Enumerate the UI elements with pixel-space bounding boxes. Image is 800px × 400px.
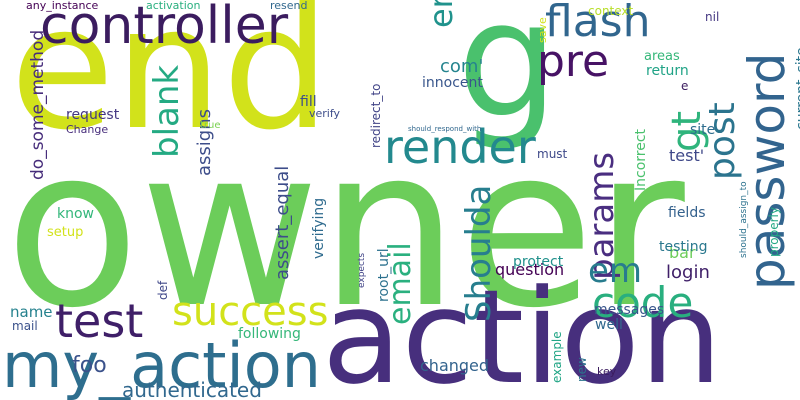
word-fields: fields: [668, 205, 706, 221]
word-name: name: [10, 303, 53, 321]
word-com: com': [440, 56, 484, 77]
word-test: test: [55, 294, 144, 348]
word-authenticated: authenticated: [122, 378, 262, 400]
word-should-assign-to: should_assign_to: [739, 181, 749, 258]
word-changed: changed: [420, 356, 490, 375]
word-any-instance: any_instance: [26, 0, 99, 12]
word-code: code: [592, 278, 694, 327]
word-foo: foo: [72, 353, 107, 378]
word-fill: fill: [300, 94, 317, 110]
word-success: success: [172, 289, 329, 335]
word-owner: owner: [5, 100, 685, 356]
word-must: must: [537, 147, 568, 161]
word-incorrect: Incorrect: [633, 128, 649, 191]
word-areas: areas: [644, 49, 680, 64]
word-well: well: [595, 317, 623, 333]
word-bar: bar: [669, 243, 696, 262]
word-nil: nil: [705, 10, 720, 24]
word-activation: activation: [146, 0, 201, 12]
word-context: context: [588, 4, 634, 18]
word-e: e: [681, 79, 689, 93]
word-return: return: [646, 63, 689, 79]
word-end: end: [10, 0, 331, 168]
word-save: save: [536, 17, 549, 43]
word-flash: flash: [545, 0, 651, 47]
word-site: site: [690, 122, 716, 138]
word-login: login: [666, 262, 710, 283]
word-def: def: [156, 280, 170, 300]
word-root-url: root_url: [376, 248, 392, 302]
word-g: g: [457, 0, 559, 153]
word-current-site: current_site: [794, 47, 800, 130]
word-pre: pre: [537, 36, 610, 87]
word-redirect-to: redirect_to: [369, 83, 383, 148]
word-verify: verify: [309, 107, 341, 120]
word-test-quote: test': [669, 146, 705, 165]
word-should-respond-with: should_respond_with: [408, 125, 482, 133]
word-resend: resend: [270, 0, 308, 12]
word-question: question: [495, 260, 565, 279]
word-shoulda: Shoulda: [459, 184, 499, 322]
word-expects: expects: [357, 252, 367, 288]
word-properly: properly: [767, 207, 781, 257]
word-messages: messages: [594, 302, 665, 318]
word-my-action: my_action: [2, 329, 321, 400]
word-render: render: [384, 120, 536, 174]
word-innocent: innocent: [422, 75, 483, 91]
word-error: error: [422, 0, 460, 28]
word-following: following: [238, 326, 301, 342]
word-request: request: [66, 107, 120, 123]
word-do-some-method: do_some_method: [28, 29, 48, 180]
word-verifying: verifying: [311, 197, 327, 259]
word-true: true: [200, 120, 221, 131]
word-action: action: [322, 261, 723, 400]
word-mail: mail: [12, 319, 38, 333]
word-controller: controller: [40, 0, 289, 56]
word-blank: blank: [147, 64, 187, 158]
word-change: Change: [66, 123, 109, 136]
word-example: example: [550, 331, 564, 383]
word-key: key: [597, 365, 617, 378]
word-new: new: [575, 357, 589, 382]
word-protect: protect: [513, 254, 564, 270]
word-setup: setup: [47, 225, 84, 240]
word-em: em: [588, 251, 643, 291]
word-know: know: [57, 206, 94, 222]
word-post: post: [702, 102, 743, 180]
word-testing: testing: [659, 239, 708, 255]
word-assert-equal: assert_equal: [272, 165, 293, 280]
